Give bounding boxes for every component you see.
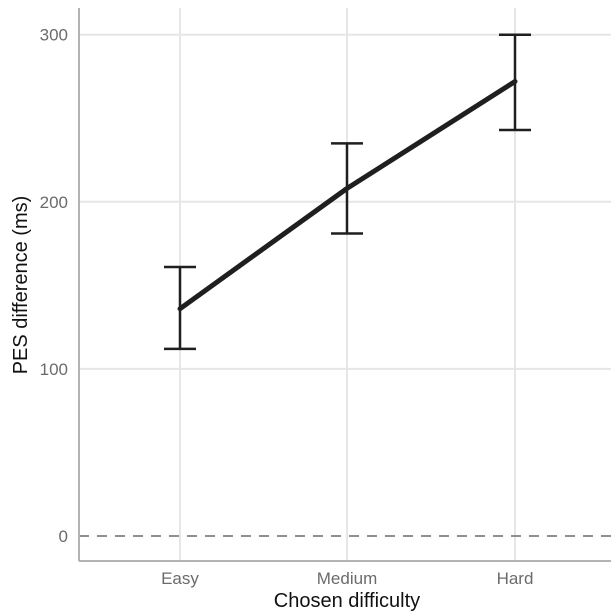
x-tick-hard: Hard [497,569,534,588]
y-tick-300: 300 [40,26,68,45]
y-tick-200: 200 [40,193,68,212]
x-tick-easy: Easy [161,569,199,588]
y-tick-100: 100 [40,360,68,379]
x-tick-medium: Medium [317,569,377,588]
y-tick-0: 0 [59,527,68,546]
x-axis-title: Chosen difficulty [274,590,420,612]
y-axis-title: PES difference (ms) [10,196,32,375]
x-tick-labels: Easy Medium Hard [161,569,533,588]
y-tick-labels: 0 100 200 300 [40,26,68,546]
x-gridlines [179,8,516,561]
y-gridlines [79,33,611,370]
series-line [177,79,518,312]
